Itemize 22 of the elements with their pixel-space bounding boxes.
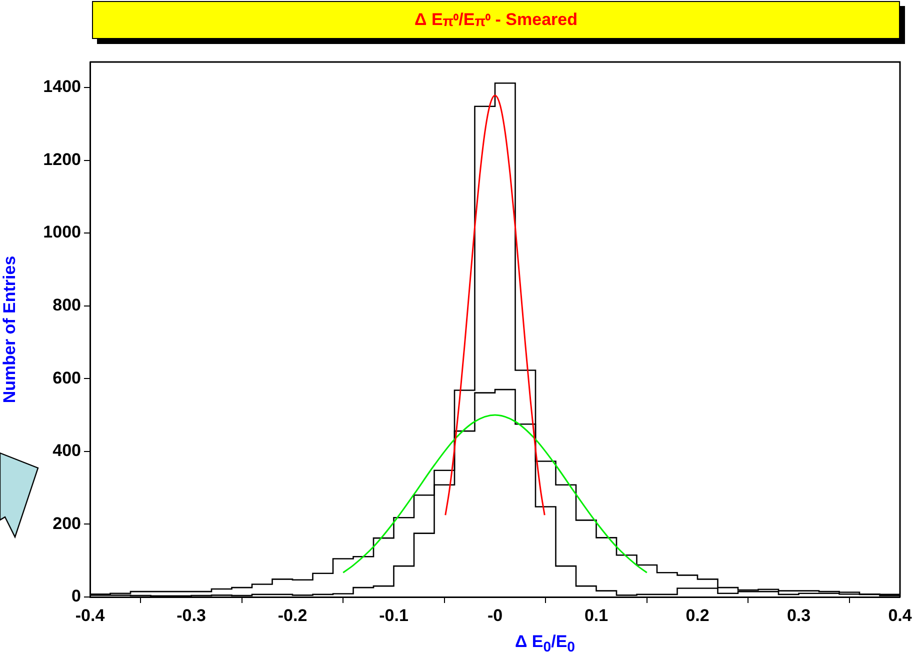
x-tick-label: -0.2 <box>278 606 308 625</box>
x-axis-title: Δ E$_{0}$/E$_{0}$ <box>514 632 576 656</box>
x-tick-label: -0.4 <box>75 606 106 625</box>
y-tick-label: 1000 <box>43 222 81 242</box>
y-tick-label: 800 <box>52 296 81 315</box>
y-tick-label: 1200 <box>43 150 81 169</box>
x-tick-label: 0.2 <box>686 606 710 625</box>
y-tick-label: 600 <box>52 368 81 388</box>
x-tick-label: -0.3 <box>176 606 206 625</box>
x-tick-label: -0.1 <box>379 606 408 625</box>
x-tick-label: -0 <box>487 606 503 625</box>
y-tick-label: 200 <box>52 514 81 533</box>
line-series <box>342 414 648 574</box>
y-tick-label: 1400 <box>43 77 81 96</box>
y-axis-title: Number of Entries <box>0 256 19 404</box>
y-tick-label: 0 <box>72 586 81 606</box>
x-tick-label: 0.4 <box>888 606 912 625</box>
chart-title: Δ E$_{π⁰}$/E$_{π⁰}$ - Smeared <box>92 1 900 39</box>
x-tick-label: 0.3 <box>786 606 811 625</box>
y-tick-label: 400 <box>52 441 81 460</box>
line-series <box>444 94 546 516</box>
x-tick-label: 0.1 <box>584 606 608 625</box>
